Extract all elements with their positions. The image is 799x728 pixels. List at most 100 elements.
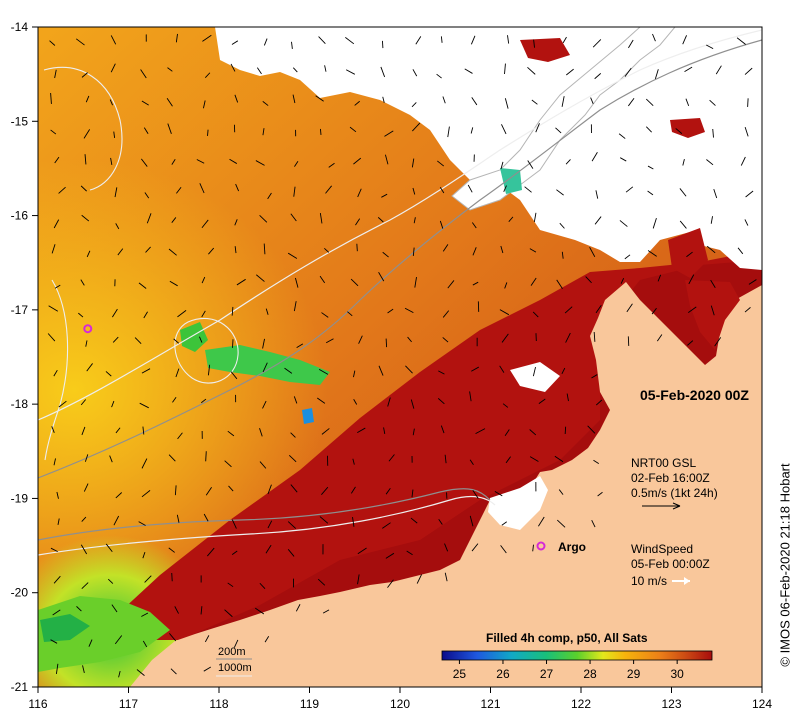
current-arrow xyxy=(141,458,148,469)
current-arrow xyxy=(500,161,504,169)
current-arrow xyxy=(412,187,416,195)
current-arrow xyxy=(710,216,713,224)
current-arrow xyxy=(352,458,355,465)
current-arrow xyxy=(562,36,567,44)
current-arrow xyxy=(287,252,298,259)
current-arrow xyxy=(439,220,444,229)
current-arrow xyxy=(382,96,385,103)
current-arrow xyxy=(204,72,211,78)
current-arrow xyxy=(469,391,472,402)
current-arrow xyxy=(81,582,89,590)
current-arrow xyxy=(167,67,173,72)
current-arrow xyxy=(88,639,93,647)
current-arrow xyxy=(706,44,714,50)
current-arrow xyxy=(235,183,240,192)
x-tick-label: 123 xyxy=(661,697,681,711)
current-arrow xyxy=(555,127,562,134)
current-arrow xyxy=(745,190,754,198)
current-arrow xyxy=(679,220,687,229)
current-arrow xyxy=(262,128,265,136)
current-arrow xyxy=(136,669,145,676)
current-arrow xyxy=(205,451,207,462)
current-arrow xyxy=(292,94,296,104)
current-arrow xyxy=(173,338,180,344)
current-arrow xyxy=(256,67,262,75)
current-arrow xyxy=(415,36,422,45)
current-arrow xyxy=(168,547,175,553)
current-arrow xyxy=(501,521,508,526)
current-arrow xyxy=(444,543,449,552)
current-arrow xyxy=(295,277,299,288)
current-arrow xyxy=(105,371,112,377)
contour-eddy-loop xyxy=(174,317,239,384)
current-arrow xyxy=(527,160,534,169)
current-arrow xyxy=(682,35,687,45)
current-arrow xyxy=(357,427,366,434)
current-arrow xyxy=(81,516,87,522)
colorbar-tick-label: 25 xyxy=(453,667,467,681)
current-arrow xyxy=(143,311,148,319)
current-arrow xyxy=(267,192,272,200)
current-arrow xyxy=(322,609,330,614)
x-tick-label: 116 xyxy=(28,697,47,711)
current-arrow xyxy=(593,459,600,465)
current-arrow xyxy=(472,281,479,286)
current-arrow xyxy=(321,312,329,318)
current-arrow xyxy=(146,213,152,224)
current-arrow xyxy=(110,63,116,73)
current-arrow xyxy=(208,247,215,255)
currents-legend-source: NRT00 GSL xyxy=(631,456,696,470)
current-arrow xyxy=(559,222,565,229)
y-tick-label: -15 xyxy=(11,114,29,128)
current-arrow xyxy=(49,40,56,46)
current-arrow xyxy=(53,575,61,584)
current-arrow xyxy=(744,127,749,137)
current-arrow xyxy=(138,282,147,289)
current-arrow xyxy=(706,245,716,254)
current-arrow xyxy=(58,400,67,408)
cool-patch-southwest-core xyxy=(40,614,90,642)
current-arrow xyxy=(499,309,510,316)
current-arrow xyxy=(76,606,82,612)
current-arrow xyxy=(86,363,93,372)
current-arrow xyxy=(145,246,151,253)
current-arrow xyxy=(294,161,299,167)
current-arrow xyxy=(325,185,332,194)
current-arrow xyxy=(262,400,267,409)
current-arrow xyxy=(228,485,234,492)
current-arrow xyxy=(264,636,270,643)
current-arrow xyxy=(293,301,297,312)
current-arrow xyxy=(50,547,58,553)
current-arrow xyxy=(464,68,473,74)
current-arrow xyxy=(594,216,602,225)
colorbar-tick-label: 29 xyxy=(627,667,641,681)
current-arrow xyxy=(412,247,415,256)
current-arrow xyxy=(504,282,508,289)
current-arrow xyxy=(168,248,177,256)
current-arrow xyxy=(236,278,246,286)
current-arrow xyxy=(203,100,206,109)
current-arrow xyxy=(175,33,178,43)
current-arrow xyxy=(442,96,446,104)
contour-1000m-south xyxy=(38,495,496,556)
current-arrow xyxy=(535,123,540,133)
current-arrow xyxy=(654,69,659,80)
hot-patch-northeast-3 xyxy=(668,228,708,278)
current-arrow xyxy=(234,94,239,103)
x-tick-label: 118 xyxy=(209,697,228,711)
current-arrow xyxy=(112,336,119,343)
current-arrow xyxy=(467,184,473,193)
current-arrow xyxy=(171,217,177,223)
current-arrow xyxy=(288,455,297,463)
current-arrow xyxy=(262,362,268,373)
current-arrow xyxy=(410,399,415,409)
current-arrow xyxy=(383,427,386,435)
current-arrow xyxy=(442,337,449,343)
cool-patch-band xyxy=(205,345,330,385)
current-arrow xyxy=(444,454,447,464)
current-arrow xyxy=(202,34,212,42)
current-arrow xyxy=(438,370,445,375)
wind-legend-arrow xyxy=(672,577,690,585)
current-arrow xyxy=(140,158,148,167)
x-tick-label: 121 xyxy=(480,697,500,711)
